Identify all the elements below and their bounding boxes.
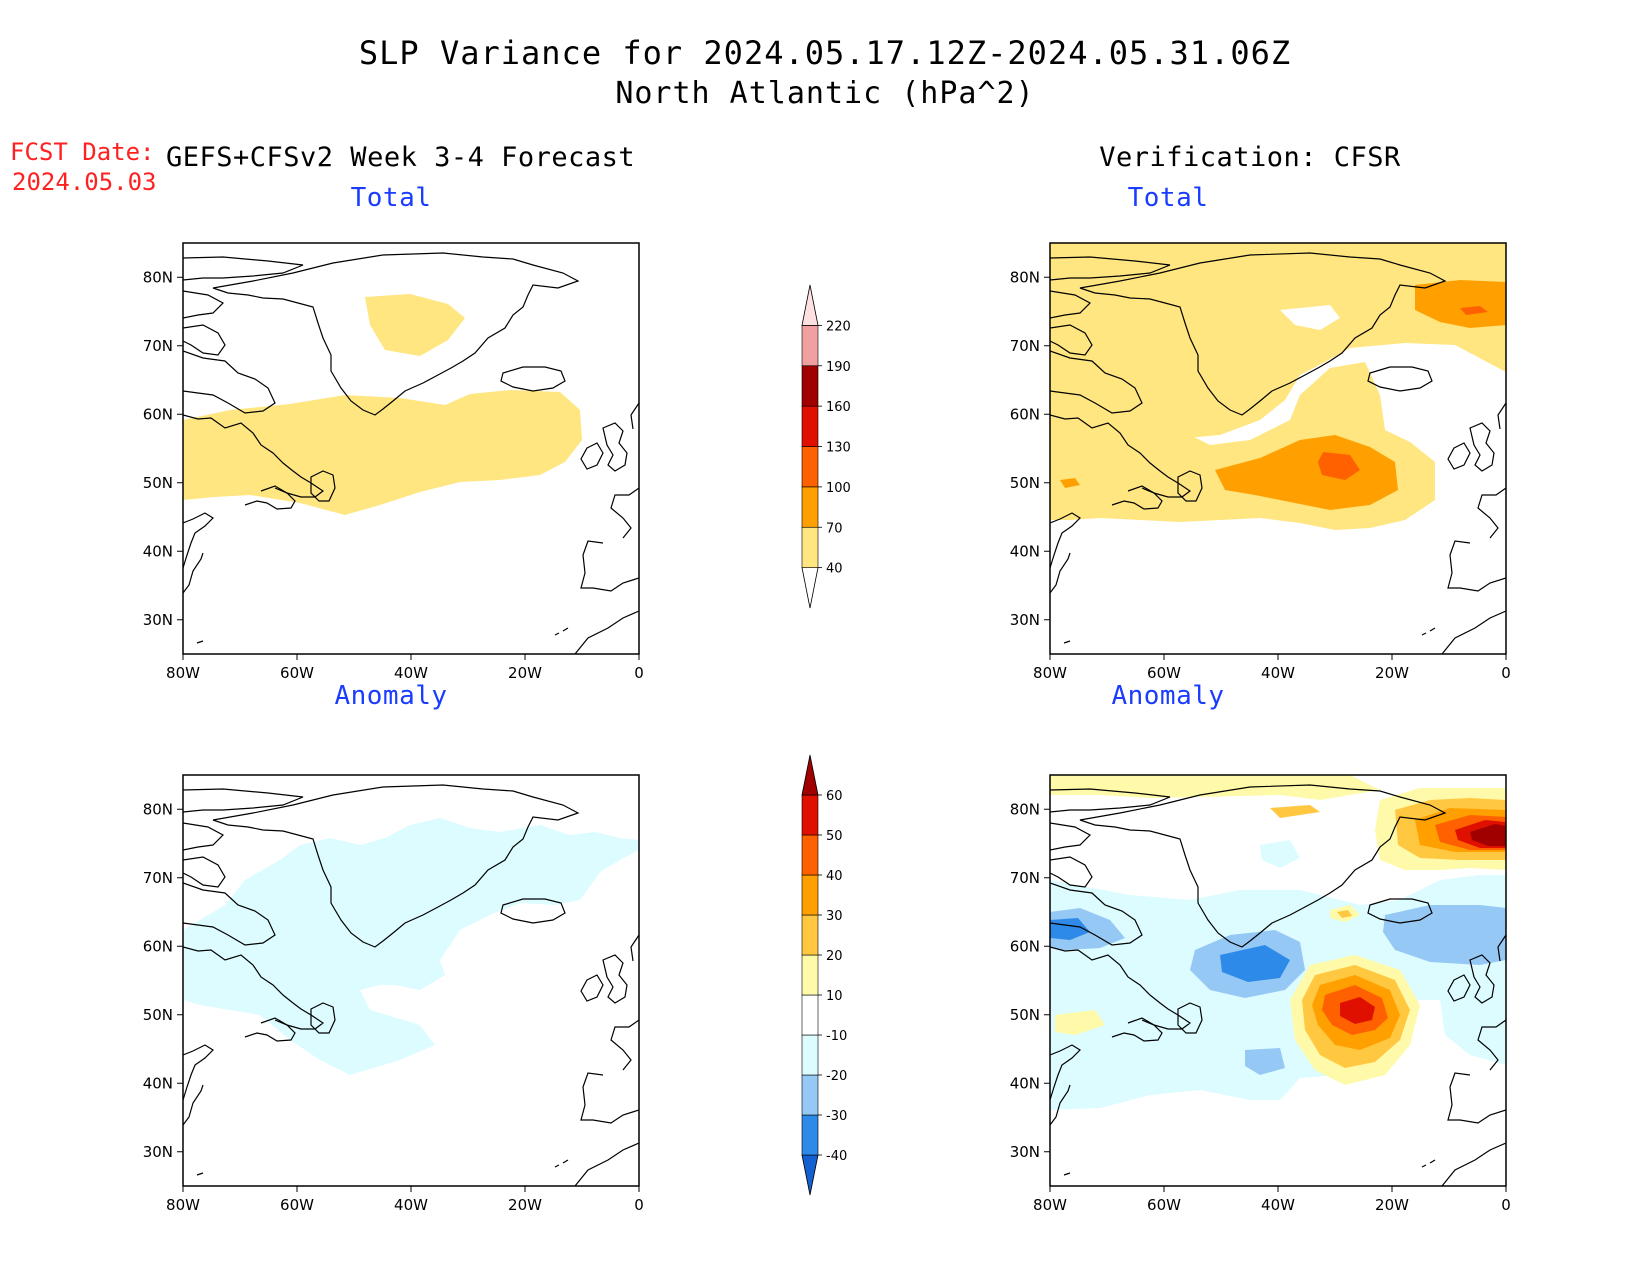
colorbar-swatch <box>801 834 819 876</box>
lat-label: 80N <box>143 800 173 818</box>
lat-label: 80N <box>1010 800 1040 818</box>
lon-label: 60W <box>1147 1196 1181 1214</box>
lon-label: 40W <box>394 1196 428 1214</box>
colorbar-label: 70 <box>826 521 843 536</box>
axes-group: 80N 70N 60N 50N 40N 30N 80W 60W 40W 20W 0 80N 70N 60N… <box>143 268 1511 1214</box>
colorbar-label: 20 <box>826 949 843 964</box>
lon-label: 80W <box>166 1196 200 1214</box>
colorbar-anomaly: -40 -30 -20 -10 10 20 30 40 50 60 <box>801 754 847 1196</box>
colorbar-label: 100 <box>826 481 851 496</box>
colorbar-swatch <box>801 526 819 568</box>
lon-label: 20W <box>508 664 542 682</box>
lon-label: 60W <box>280 1196 314 1214</box>
panel-verification-anomaly <box>1049 774 1507 1187</box>
lat-label: 60N <box>143 937 173 955</box>
lat-label: 70N <box>1010 337 1040 355</box>
forecast-date: 2024.05.03 <box>12 168 157 196</box>
lat-label: 70N <box>143 337 173 355</box>
colorbar-swatch <box>801 1154 819 1196</box>
colorbar-swatch <box>801 874 819 916</box>
lon-label: 0 <box>1501 1196 1511 1214</box>
forecast-date-label: FCST Date: <box>10 138 155 166</box>
left-column-title: GEFS+CFSv2 Week 3-4 Forecast <box>166 142 636 173</box>
colorbar-label: -40 <box>826 1149 847 1164</box>
lat-label: 60N <box>1010 405 1040 423</box>
panel-verification-total <box>1049 242 1507 655</box>
lon-label: 80W <box>1033 664 1067 682</box>
colorbar-label: 10 <box>826 989 843 1004</box>
lat-label: 70N <box>143 869 173 887</box>
colorbar-label: 190 <box>826 360 851 375</box>
colorbar-swatch <box>801 994 819 1036</box>
lat-label: 30N <box>143 1143 173 1161</box>
lon-label: 40W <box>394 664 428 682</box>
colorbar-label: 220 <box>826 319 851 334</box>
lon-label: 20W <box>1375 1196 1409 1214</box>
lon-label: 40W <box>1261 1196 1295 1214</box>
lat-label: 70N <box>1010 869 1040 887</box>
lat-label: 50N <box>143 1006 173 1024</box>
colorbar-swatch <box>801 1034 819 1076</box>
lat-label: 60N <box>143 405 173 423</box>
colorbar-swatch <box>801 794 819 836</box>
lat-label: 30N <box>1010 1143 1040 1161</box>
lon-label: 80W <box>166 664 200 682</box>
colorbar-swatch <box>801 486 819 528</box>
lon-label: 0 <box>634 1196 644 1214</box>
chart-title: SLP Variance for 2024.05.17.12Z-2024.05.… <box>358 34 1292 72</box>
lat-label: 40N <box>143 542 173 560</box>
colorbar-swatch <box>801 405 819 447</box>
lat-label: 50N <box>1010 1006 1040 1024</box>
lat-label: 60N <box>1010 937 1040 955</box>
colorbar-label: 30 <box>826 909 843 924</box>
colorbar-swatch <box>801 567 819 609</box>
colorbar-swatch <box>801 1074 819 1116</box>
colorbar-swatch <box>801 1114 819 1156</box>
colorbar-label: 160 <box>826 400 851 415</box>
lat-label: 30N <box>143 611 173 629</box>
panel-title-bottom-right: Anomaly <box>1111 681 1225 711</box>
colorbar-label: 130 <box>826 441 851 456</box>
lat-label: 40N <box>1010 1074 1040 1092</box>
colorbar-label: 40 <box>826 869 843 884</box>
lon-label: 20W <box>1375 664 1409 682</box>
colorbar-swatch <box>801 284 819 326</box>
lat-label: 50N <box>143 474 173 492</box>
panel-title-top-left: Total <box>350 183 432 213</box>
colorbar-label: -30 <box>826 1109 847 1124</box>
colorbar-swatch <box>801 954 819 996</box>
lon-label: 80W <box>1033 1196 1067 1214</box>
lon-label: 20W <box>508 1196 542 1214</box>
lat-label: 50N <box>1010 474 1040 492</box>
colorbar-swatch <box>801 365 819 407</box>
colorbar-label: 50 <box>826 829 843 844</box>
colorbar-swatch <box>801 325 819 367</box>
colorbar-label: 60 <box>826 789 843 804</box>
lat-label: 40N <box>1010 542 1040 560</box>
lat-label: 80N <box>143 268 173 286</box>
lon-label: 0 <box>1501 664 1511 682</box>
colorbar-total: 40 70 100 130 160 190 220 <box>801 284 851 609</box>
colorbar-swatch <box>801 914 819 956</box>
colorbar-label: -10 <box>826 1029 847 1044</box>
lat-label: 40N <box>143 1074 173 1092</box>
lat-label: 30N <box>1010 611 1040 629</box>
lon-label: 60W <box>1147 664 1181 682</box>
panel-forecast-anomaly <box>182 774 640 1187</box>
colorbar-swatch <box>801 754 819 796</box>
lon-label: 40W <box>1261 664 1295 682</box>
colorbar-swatch <box>801 446 819 488</box>
lon-label: 60W <box>280 664 314 682</box>
right-column-title: Verification: CFSR <box>1099 142 1401 173</box>
lon-label: 0 <box>634 664 644 682</box>
panel-forecast-total <box>182 242 640 655</box>
colorbar-label: 40 <box>826 562 843 577</box>
chart-subtitle: North Atlantic (hPa^2) <box>615 76 1035 111</box>
panel-title-top-right: Total <box>1127 183 1209 213</box>
lat-label: 80N <box>1010 268 1040 286</box>
panel-title-bottom-left: Anomaly <box>334 681 448 711</box>
colorbar-label: -20 <box>826 1069 847 1084</box>
